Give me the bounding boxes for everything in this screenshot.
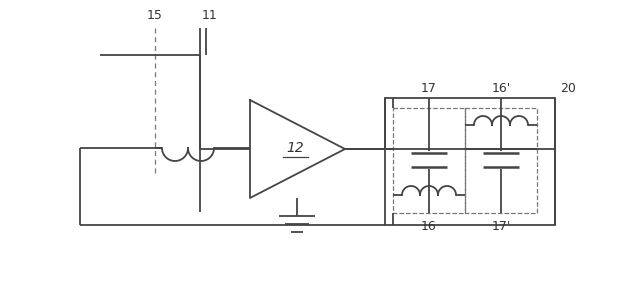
Text: 20: 20 — [560, 82, 576, 95]
Text: 11: 11 — [202, 9, 218, 22]
Bar — [465, 108, 537, 213]
Text: 16': 16' — [491, 82, 511, 95]
Text: 16: 16 — [421, 220, 437, 233]
Text: 17: 17 — [421, 82, 437, 95]
Text: 15: 15 — [147, 9, 163, 22]
Text: 17': 17' — [491, 220, 511, 233]
Text: 12: 12 — [286, 141, 304, 155]
Bar — [393, 108, 465, 213]
Bar — [385, 98, 555, 225]
